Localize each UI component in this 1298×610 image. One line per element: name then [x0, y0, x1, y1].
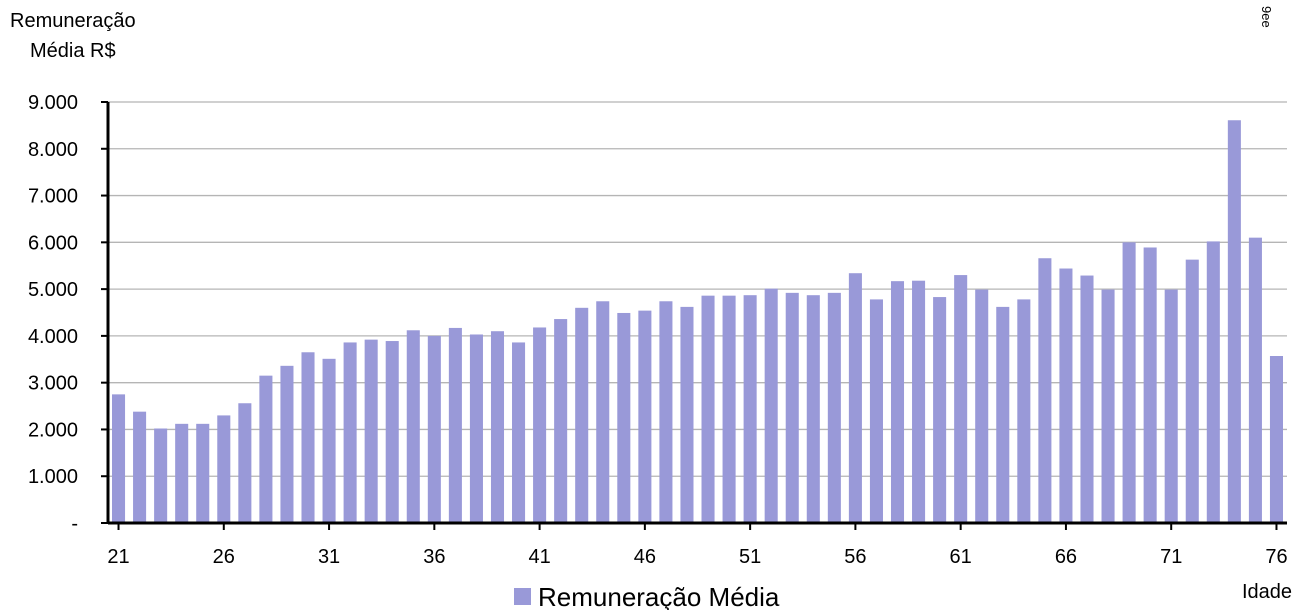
bar — [364, 339, 378, 523]
x-tick-label: 61 — [950, 546, 972, 568]
bar — [933, 297, 947, 523]
bars — [112, 120, 1283, 524]
bar — [1248, 237, 1262, 523]
x-tick-labels: 21 26 31 36 41 46 51 56 61 66 71 76 — [107, 546, 1287, 568]
bar — [1206, 241, 1220, 524]
bar — [238, 403, 252, 523]
y-axis-label-line-1: Remuneração — [10, 10, 136, 32]
x-tick-label: 66 — [1055, 546, 1077, 568]
bar — [1017, 299, 1031, 523]
corner-note: 9ee — [1259, 6, 1274, 28]
bar — [806, 295, 820, 523]
y-tick-label: 6.000 — [28, 232, 78, 254]
bar — [196, 423, 210, 523]
bar — [848, 273, 862, 523]
bar — [427, 335, 441, 523]
x-tick-label: 31 — [318, 546, 340, 568]
y-tick-label: 9.000 — [28, 92, 78, 114]
bar — [1080, 275, 1094, 523]
bar — [112, 394, 126, 523]
bar — [301, 352, 315, 523]
bar — [1227, 120, 1241, 523]
bar — [406, 330, 420, 523]
bar — [659, 301, 673, 523]
bar — [385, 341, 399, 523]
y-axis-label-line-2: Média R$ — [30, 40, 116, 62]
bar — [975, 289, 989, 523]
bar — [996, 306, 1010, 523]
bar — [490, 331, 505, 523]
x-tick-label: 36 — [423, 546, 445, 568]
bar — [512, 342, 526, 523]
bar — [175, 423, 189, 523]
bar — [617, 312, 631, 523]
bar — [1143, 247, 1157, 523]
bar — [1122, 242, 1136, 524]
x-tick-label: 41 — [528, 546, 550, 568]
bar — [280, 365, 294, 523]
bar — [343, 342, 357, 523]
bar — [701, 295, 715, 523]
x-tick-label: 76 — [1265, 546, 1287, 568]
bar — [596, 301, 610, 523]
x-axis-label: Idade — [1242, 581, 1292, 603]
y-tick-label: 5.000 — [28, 279, 78, 301]
y-tick-label: 4.000 — [28, 326, 78, 348]
bar — [469, 334, 483, 523]
bar — [533, 327, 547, 523]
x-tick-label: 56 — [844, 546, 866, 568]
x-tick-label: 71 — [1160, 546, 1182, 568]
bar — [785, 292, 799, 523]
y-tick-label: 7.000 — [28, 186, 78, 208]
legend-label: Remuneração Média — [538, 582, 780, 610]
bar — [1101, 289, 1115, 523]
x-tick-label: 46 — [634, 546, 656, 568]
bar — [154, 428, 168, 523]
bar — [764, 288, 778, 523]
y-tick-labels: - 1.000 2.000 3.000 4.000 5.000 6.000 7.000 8.00… — [28, 92, 78, 535]
bar — [680, 306, 694, 523]
bar — [1185, 259, 1199, 523]
bar — [133, 411, 147, 523]
x-tick-label: 26 — [213, 546, 235, 568]
bar — [869, 299, 883, 523]
bar — [322, 358, 336, 523]
bar — [217, 415, 231, 523]
bar — [1269, 356, 1283, 523]
bar — [1059, 268, 1073, 523]
bar — [259, 375, 273, 523]
bar — [638, 310, 652, 523]
bar — [448, 327, 462, 523]
y-tick-label: 1.000 — [28, 466, 78, 488]
y-tick-label: 8.000 — [28, 139, 78, 161]
bar — [1164, 289, 1178, 523]
bar — [890, 281, 905, 523]
bar — [1038, 258, 1052, 523]
bar — [722, 295, 736, 523]
bar — [954, 275, 968, 523]
bar — [912, 280, 926, 523]
x-tick-label: 21 — [107, 546, 129, 568]
bar — [827, 292, 841, 523]
bar — [743, 295, 757, 523]
axes — [101, 101, 1287, 530]
bar — [554, 319, 568, 523]
y-tick-label: 3.000 — [28, 373, 78, 395]
legend-swatch — [514, 588, 531, 605]
y-tick-label: 2.000 — [28, 419, 78, 441]
bar — [575, 307, 589, 523]
y-tick-label: - — [71, 513, 78, 535]
x-tick-label: 51 — [739, 546, 761, 568]
